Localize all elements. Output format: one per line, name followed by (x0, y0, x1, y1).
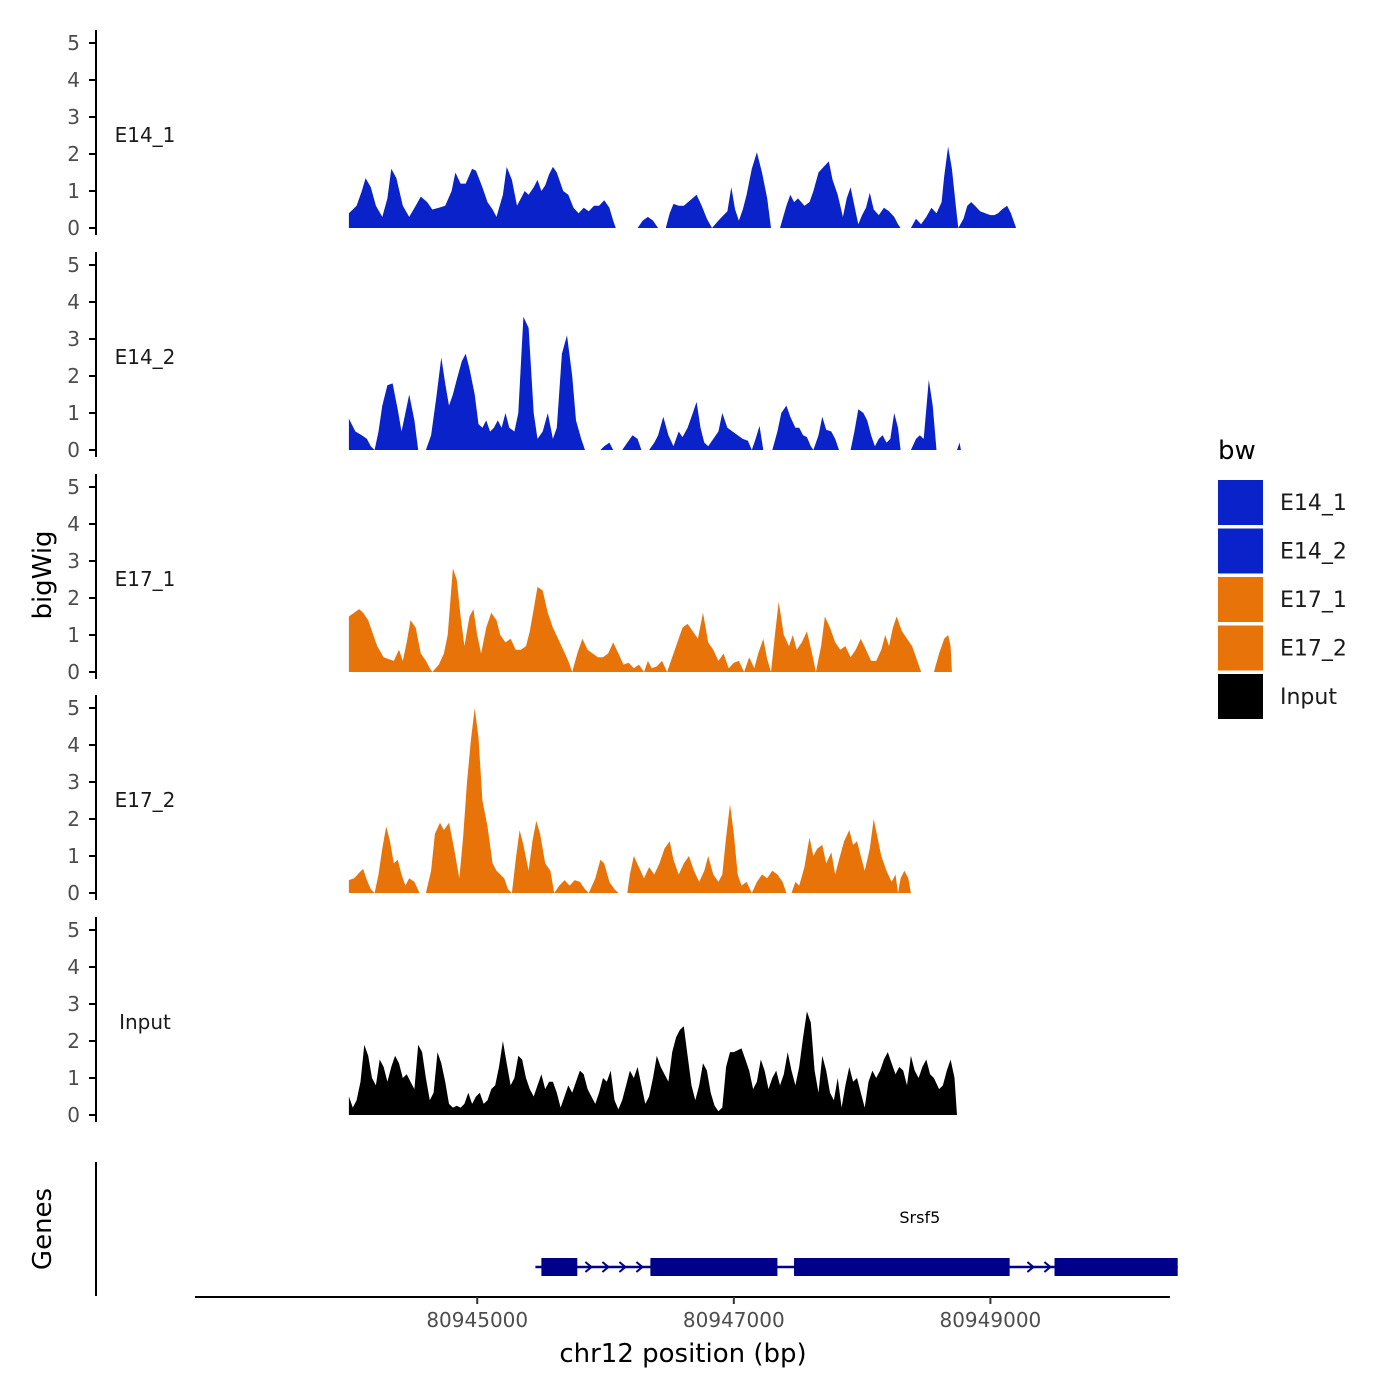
y-tick-label: 2 (67, 364, 80, 388)
y-axis-ticks: 0 1 2 3 4 5 (67, 475, 96, 684)
legend-label-E17_1: E17_1 (1280, 588, 1347, 613)
legend-label-Input: Input (1280, 685, 1337, 710)
gene-exon (541, 1258, 578, 1276)
y-tick-label: 3 (67, 549, 80, 573)
track-label: E17_2 (115, 788, 176, 812)
x-tick-label: 80947000 (683, 1308, 785, 1332)
y-tick-label: 3 (67, 105, 80, 129)
y-tick-label: 0 (67, 438, 80, 462)
y-tick-label: 3 (67, 327, 80, 351)
gene-track: Genes Srsf5 (28, 1162, 1178, 1296)
y-axis-ticks: 0 1 2 3 4 5 (67, 31, 96, 240)
strand-arrow (618, 1261, 627, 1273)
y-tick-label: 1 (67, 1066, 80, 1090)
legend: bw E14_1 E14_2 E17_1 E17_2 Input (1218, 436, 1347, 719)
legend-label-E17_2: E17_2 (1280, 637, 1347, 662)
strand-arrow (1043, 1261, 1052, 1273)
x-axis: 80945000 80947000 80949000 chr12 position … (195, 1296, 1170, 1369)
x-tick-label: 80949000 (939, 1308, 1041, 1332)
track-label: E14_1 (115, 123, 176, 147)
legend-key-E17_1 (1218, 577, 1263, 622)
track-label: Input (119, 1010, 171, 1034)
legend-key-Input (1218, 674, 1263, 719)
y-tick-label: 4 (67, 68, 80, 92)
track-Input: 0 1 2 3 4 5 Input (67, 917, 957, 1127)
signal-area-E14_1 (348, 146, 1017, 228)
y-axis-title: bigWig (28, 530, 58, 619)
y-tick-label: 1 (67, 179, 80, 203)
x-tick-label: 80945000 (426, 1308, 528, 1332)
y-tick-label: 0 (67, 881, 80, 905)
track-label: E17_1 (115, 567, 176, 591)
gene-track-label: Genes (28, 1188, 58, 1270)
y-axis-ticks: 0 1 2 3 4 5 (67, 253, 96, 462)
y-tick-label: 0 (67, 216, 80, 240)
gene-exon (650, 1258, 778, 1276)
track-E17_2: 0 1 2 3 4 5 E17_2 (67, 695, 911, 905)
y-tick-label: 1 (67, 844, 80, 868)
signal-area-E14_2 (348, 316, 961, 450)
track-label: E14_2 (115, 345, 176, 369)
y-axis-ticks: 0 1 2 3 4 5 (67, 918, 96, 1127)
y-tick-label: 4 (67, 290, 80, 314)
x-axis-title: chr12 position (bp) (559, 1339, 806, 1369)
gene-name-label: Srsf5 (899, 1208, 940, 1227)
track-E14_2: 0 1 2 3 4 5 E14_2 (67, 252, 961, 462)
y-tick-label: 3 (67, 992, 80, 1016)
y-tick-label: 5 (67, 918, 80, 942)
legend-title: bw (1218, 436, 1256, 466)
signal-area-E17_2 (348, 708, 911, 893)
x-axis-ticks: 80945000 80947000 80949000 (426, 1297, 1041, 1332)
y-tick-label: 2 (67, 142, 80, 166)
y-axis-ticks: 0 1 2 3 4 5 (67, 696, 96, 905)
strand-arrow (601, 1261, 610, 1273)
legend-label-E14_2: E14_2 (1280, 540, 1347, 565)
legend-key-E17_2 (1218, 625, 1263, 671)
y-tick-label: 4 (67, 733, 80, 757)
y-tick-label: 2 (67, 807, 80, 831)
signal-area-E17_1 (348, 568, 952, 672)
y-tick-label: 4 (67, 512, 80, 536)
track-E14_1: 0 1 2 3 4 5 E14_1 (67, 30, 1017, 240)
legend-label-E14_1: E14_1 (1280, 491, 1347, 516)
y-tick-label: 2 (67, 586, 80, 610)
y-tick-label: 5 (67, 31, 80, 55)
strand-arrow (584, 1261, 593, 1273)
y-tick-label: 3 (67, 770, 80, 794)
gene-model (535, 1258, 1178, 1276)
y-tick-label: 5 (67, 696, 80, 720)
y-tick-label: 4 (67, 955, 80, 979)
y-tick-label: 1 (67, 401, 80, 425)
legend-key-E14_1 (1218, 480, 1263, 525)
strand-arrow (635, 1261, 644, 1273)
signal-area-Input (348, 1011, 957, 1115)
legend-items: E14_1 E14_2 E17_1 E17_2 Input (1218, 480, 1347, 719)
y-tick-label: 0 (67, 1103, 80, 1127)
strand-arrow (1026, 1261, 1035, 1273)
y-tick-label: 0 (67, 660, 80, 684)
y-tick-label: 1 (67, 623, 80, 647)
y-tick-label: 2 (67, 1029, 80, 1053)
gene-exon (1054, 1258, 1178, 1276)
gene-exon (794, 1258, 1010, 1276)
track-E17_1: 0 1 2 3 4 5 E17_1 (67, 474, 952, 684)
y-tick-label: 5 (67, 253, 80, 277)
y-tick-label: 5 (67, 475, 80, 499)
legend-key-E14_2 (1218, 528, 1263, 574)
